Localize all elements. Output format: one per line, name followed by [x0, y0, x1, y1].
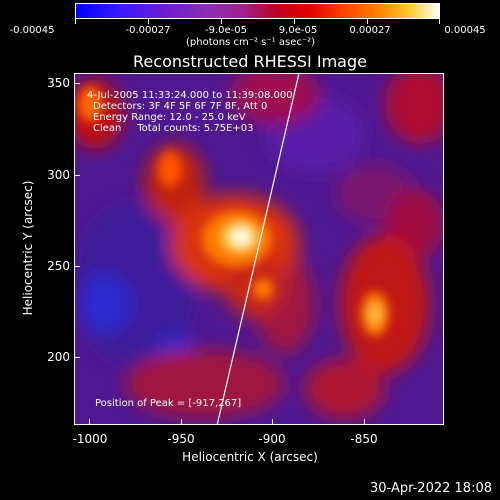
- colorbar-tick: [75, 18, 76, 24]
- y-tick-label: 300: [47, 168, 70, 182]
- y-tick-label: 200: [47, 350, 70, 364]
- clean-counts-text: Clean Total counts: 5.75E+03: [93, 123, 254, 134]
- y-axis-title: Heliocentric Y (arcsec): [21, 180, 35, 316]
- image-plot: 4-Jul-2005 11:33:24.000 to 11:39:08.000 …: [74, 73, 444, 425]
- colorbar-tick-label: -0.00027: [125, 25, 171, 36]
- colorbar-tick: [221, 18, 222, 24]
- colorbar-tick-label: 9.0e-05: [278, 25, 318, 36]
- x-tick: [364, 419, 365, 425]
- colorbar-units: (photons cm⁻² s⁻¹ asec⁻²): [186, 37, 316, 48]
- colorbar-tick: [148, 18, 149, 24]
- colorbar-tick: [294, 18, 295, 24]
- y-tick: [74, 357, 80, 358]
- x-tick-label: -850: [350, 432, 378, 446]
- time-range-text: 4-Jul-2005 11:33:24.000 to 11:39:08.000: [87, 90, 293, 101]
- x-tick-label: -1000: [72, 432, 108, 446]
- colorbar: [75, 3, 440, 19]
- x-tick: [89, 419, 90, 425]
- colorbar-tick: [367, 18, 368, 24]
- solar-limb: [216, 74, 300, 424]
- x-tick-label: -950: [167, 432, 195, 446]
- y-tick: [74, 266, 80, 267]
- y-tick: [74, 83, 80, 84]
- colorbar-tick-label: 0.00027: [349, 25, 391, 36]
- x-tick: [272, 419, 273, 425]
- flux-map: [75, 74, 443, 424]
- footer-date: 30-Apr-2022 18:08: [370, 481, 492, 496]
- x-tick-label: -900: [258, 432, 286, 446]
- colorbar-tick-label: 0.00045: [444, 25, 486, 36]
- detectors-text: Detectors: 3F 4F 5F 6F 7F 8F, Att 0: [93, 101, 268, 112]
- colorbar-tick-label: -9.0e-05: [205, 25, 247, 36]
- y-tick: [74, 175, 80, 176]
- colorbar-tick-label: -0.00045: [9, 25, 55, 36]
- x-tick: [181, 419, 182, 425]
- y-tick-label: 250: [47, 259, 70, 273]
- y-tick-label: 350: [47, 76, 70, 90]
- image-title: Reconstructed RHESSI Image: [133, 52, 367, 71]
- x-axis-title: Heliocentric X (arcsec): [182, 450, 318, 464]
- energy-range-text: Energy Range: 12.0 - 25.0 keV: [93, 112, 246, 123]
- peak-position-text: Position of Peak = [-917,267]: [95, 398, 242, 409]
- colorbar-tick: [439, 18, 440, 24]
